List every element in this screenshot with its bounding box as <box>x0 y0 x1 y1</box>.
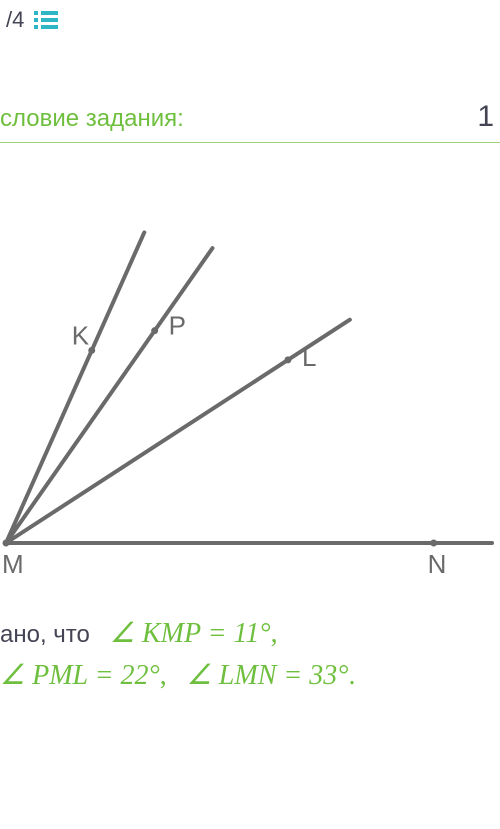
page-counter: /4 <box>6 7 24 33</box>
expr-lmn: ∠ LMN = 33° <box>187 660 349 691</box>
top-bar: /4 <box>0 0 500 40</box>
svg-text:N: N <box>428 549 447 579</box>
svg-text:P: P <box>169 311 186 341</box>
section-title: словие задания: <box>0 105 184 133</box>
angle-diagram: K P L N M <box>0 163 500 593</box>
expr-kmp: ∠ KMP = 11° <box>110 618 271 649</box>
section-score: 1 <box>477 100 494 134</box>
period: . <box>348 660 355 691</box>
given-block: ано, что ∠ KMP = 11°, ∠ PML = 22°, ∠ LMN… <box>0 593 500 703</box>
given-prefix: ано, что <box>0 621 90 648</box>
given-line-2: ∠ PML = 22°, ∠ LMN = 33°. <box>0 655 494 697</box>
svg-text:L: L <box>302 342 316 372</box>
figure-container: K P L N M <box>0 143 500 593</box>
section-header: словие задания: 1 <box>0 40 500 142</box>
given-line-1: ано, что ∠ KMP = 11°, <box>0 613 494 655</box>
list-icon[interactable] <box>34 10 58 30</box>
svg-text:M: M <box>2 549 24 579</box>
expr-pml: ∠ PML = 22° <box>0 660 160 691</box>
comma: , <box>271 618 278 649</box>
comma2: , <box>160 660 167 691</box>
svg-text:K: K <box>72 320 90 350</box>
